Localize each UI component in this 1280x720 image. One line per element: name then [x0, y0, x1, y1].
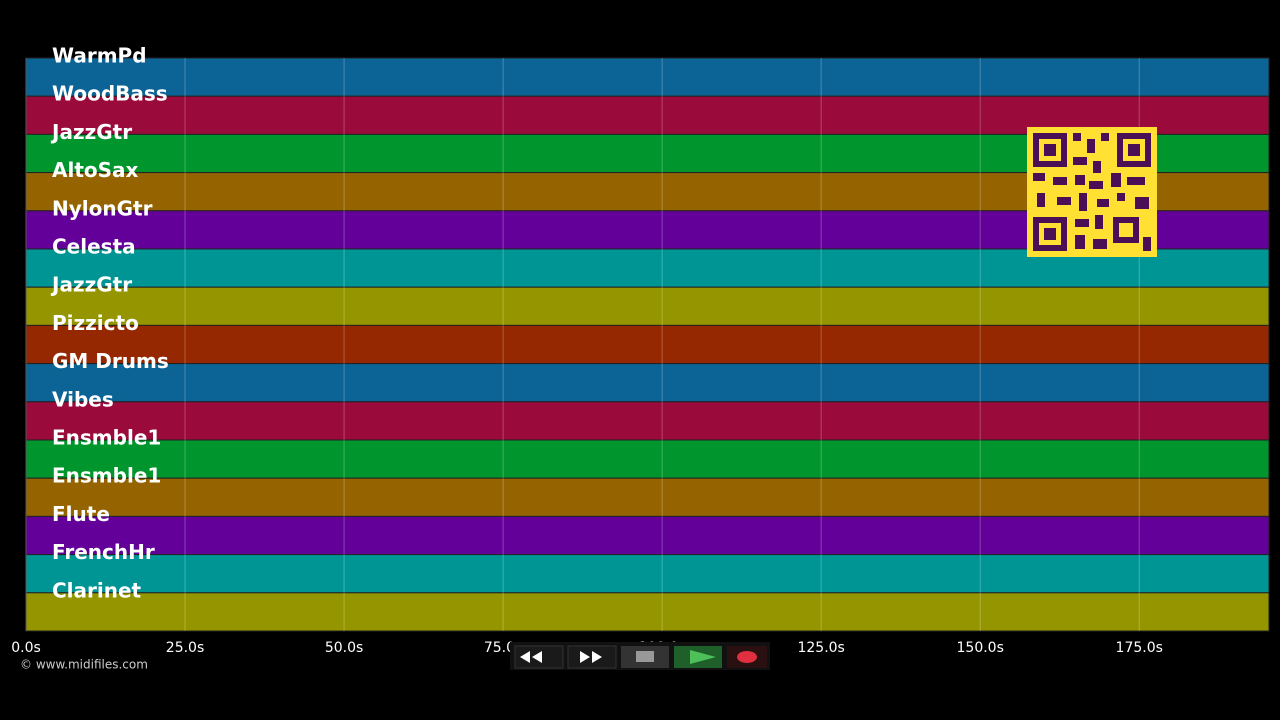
track-name: Celesta [52, 235, 136, 259]
x-tick-label: 0.0s [11, 640, 41, 656]
track-band [25, 439, 1270, 479]
stop-button[interactable] [621, 646, 669, 668]
x-tick-label: 25.0s [166, 640, 204, 656]
track-name: Pizzicto [52, 311, 139, 335]
track-name: WarmPd [52, 44, 147, 68]
copyright: © www.midifiles.com [20, 658, 148, 672]
track-band [25, 592, 1270, 632]
x-tick-label: 150.0s [957, 640, 1004, 656]
transport-controls [510, 642, 770, 670]
track-name: Ensmble1 [52, 426, 161, 450]
track-band [25, 57, 1270, 97]
track-name: Ensmble1 [52, 464, 161, 488]
play-button[interactable] [674, 646, 722, 668]
track-labels: WarmPd WoodBass JazzGtr AltoSax NylonGtr Cele… [50, 44, 169, 603]
x-tick-label: 50.0s [325, 640, 363, 656]
track-name: JazzGtr [50, 120, 132, 144]
x-tick-label: 175.0s [1116, 640, 1163, 656]
track-name: WoodBass [52, 82, 168, 106]
track-band [25, 401, 1270, 441]
track-name: GM Drums [52, 349, 169, 373]
track-band [25, 363, 1270, 403]
track-name: Flute [52, 502, 110, 526]
track-band [25, 477, 1270, 517]
track-name: NylonGtr [52, 196, 153, 220]
track-name: JazzGtr [50, 273, 132, 297]
track-band [25, 515, 1270, 556]
qr-code [1027, 127, 1157, 257]
fast-forward-button[interactable] [567, 645, 617, 669]
track-name: AltoSax [52, 158, 139, 182]
track-band [25, 554, 1270, 594]
record-button[interactable] [727, 646, 767, 668]
track-name: Clarinet [52, 578, 142, 602]
track-name: Vibes [52, 387, 114, 411]
track-band [25, 286, 1270, 326]
track-band [25, 324, 1270, 365]
rewind-button[interactable] [514, 645, 564, 669]
time-axis: 0.0s25.0s50.0s75.0s100.0s125.0s150.0s175… [11, 640, 1163, 656]
track-name: FrenchHr [52, 540, 155, 564]
x-tick-label: 125.0s [797, 640, 844, 656]
